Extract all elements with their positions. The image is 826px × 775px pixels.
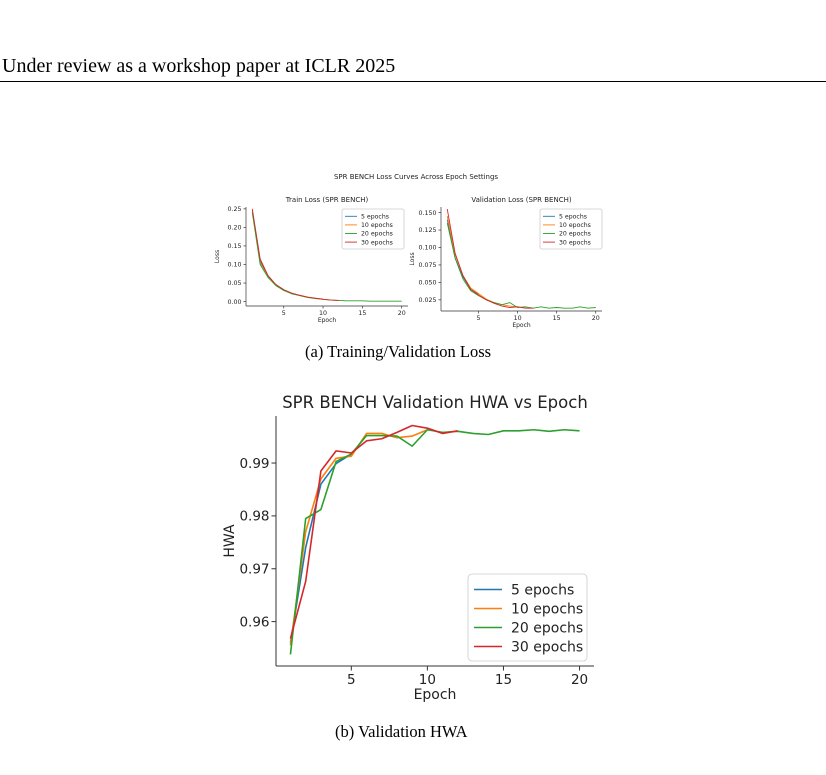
train-loss-legend-label-30-epochs: 30 epochs bbox=[361, 239, 393, 246]
train-loss-x-label: Epoch bbox=[318, 317, 337, 324]
val-loss-x-label: Epoch bbox=[512, 322, 531, 329]
val-loss-y-tick-label: 0.075 bbox=[418, 262, 436, 269]
hwa-y-label: HWA bbox=[222, 524, 238, 558]
hwa-line-5-epochs bbox=[289, 453, 352, 643]
train-loss-x-tick-label: 15 bbox=[358, 310, 366, 317]
val-loss-x-tick-label: 10 bbox=[514, 315, 522, 322]
hwa-y-tick-label: 0.99 bbox=[239, 456, 269, 472]
hwa-legend-box bbox=[467, 573, 588, 662]
hwa-x-label: Epoch bbox=[414, 687, 457, 703]
train-loss-x-tick-label: 10 bbox=[319, 310, 327, 317]
train-loss-y-label: Loss bbox=[214, 250, 221, 263]
train-loss-y-tick-label: 0.05 bbox=[227, 280, 241, 287]
figure-a-loss-curves: SPR BENCH Loss Curves Across Epoch Setti… bbox=[214, 173, 603, 329]
train-loss-y-tick-label: 0.25 bbox=[227, 206, 241, 213]
val-loss-line-30-epochs bbox=[446, 209, 534, 309]
train-loss-title: Train Loss (SPR BENCH) bbox=[285, 196, 369, 204]
train-loss-legend-label-5-epochs: 5 epochs bbox=[361, 213, 389, 220]
hwa-legend-label-30-epochs: 30 epochs bbox=[511, 639, 583, 655]
figure-b-hwa-chart: SPR BENCH Validation HWA vs Epoch 5 10 15 20… bbox=[222, 393, 594, 703]
figure-a-suptitle: SPR BENCH Loss Curves Across Epoch Setti… bbox=[334, 173, 498, 181]
hwa-y-tick-label: 0.98 bbox=[239, 509, 269, 525]
val-loss-y-tick-label: 0.050 bbox=[418, 280, 436, 287]
val-loss-x-tick-label: 20 bbox=[592, 315, 600, 322]
next-line-cutoff bbox=[80, 766, 380, 775]
train-loss-line-10-epochs bbox=[251, 210, 324, 300]
train-loss-legend-label-10-epochs: 10 epochs bbox=[361, 222, 393, 229]
val-loss-legend-box bbox=[539, 208, 603, 250]
val-loss-y-tick-label: 0.150 bbox=[418, 210, 436, 217]
train-loss-line-30-epochs bbox=[251, 208, 339, 301]
train-loss-x-tick-label: 20 bbox=[398, 310, 406, 317]
running-header: Under review as a workshop paper at ICLR… bbox=[2, 55, 396, 77]
hwa-legend-label-20-epochs: 20 epochs bbox=[511, 620, 583, 636]
train-loss-legend-label-20-epochs: 20 epochs bbox=[361, 231, 393, 238]
hwa-x-tick-label: 20 bbox=[571, 672, 588, 688]
figure-a-caption: (a) Training/Validation Loss bbox=[305, 342, 492, 361]
val-loss-legend-label-10-epochs: 10 epochs bbox=[559, 222, 591, 229]
val-loss-line-5-epochs bbox=[446, 219, 479, 295]
train-loss-y-tick-label: 0.00 bbox=[227, 299, 241, 306]
train-loss-legend-box bbox=[341, 208, 405, 250]
header-rule bbox=[0, 81, 826, 82]
val-loss-y-tick-label: 0.100 bbox=[418, 245, 436, 252]
val-loss-y-tick-label: 0.025 bbox=[418, 297, 436, 304]
hwa-x-tick-label: 15 bbox=[495, 672, 512, 688]
hwa-legend-label-10-epochs: 10 epochs bbox=[511, 601, 583, 617]
train-loss-y-tick-label: 0.10 bbox=[227, 262, 241, 269]
hwa-y-tick-label: 0.97 bbox=[239, 561, 269, 577]
hwa-y-tick-label: 0.96 bbox=[239, 614, 269, 630]
val-loss-legend-label-20-epochs: 20 epochs bbox=[559, 231, 591, 238]
val-loss-legend-label-5-epochs: 5 epochs bbox=[559, 213, 587, 220]
val-loss-y-tick-label: 0.125 bbox=[418, 227, 436, 234]
hwa-x-tick-label: 10 bbox=[419, 672, 436, 688]
val-loss-x-tick-label: 5 bbox=[477, 315, 481, 322]
val-loss-title: Validation Loss (SPR BENCH) bbox=[471, 196, 571, 204]
val-loss-y-label: Loss bbox=[409, 252, 416, 265]
hwa-title: SPR BENCH Validation HWA vs Epoch bbox=[282, 393, 588, 412]
train-loss-x-tick-label: 5 bbox=[282, 310, 286, 317]
figure-b-caption: (b) Validation HWA bbox=[335, 722, 468, 741]
hwa-x-tick-label: 5 bbox=[347, 672, 356, 688]
val-loss-legend-label-30-epochs: 30 epochs bbox=[559, 239, 591, 246]
hwa-line-30-epochs bbox=[289, 424, 458, 639]
train-loss-y-tick-label: 0.20 bbox=[227, 225, 241, 232]
hwa-legend-label-5-epochs: 5 epochs bbox=[511, 582, 574, 598]
train-loss-y-tick-label: 0.15 bbox=[227, 243, 241, 250]
val-loss-x-tick-label: 15 bbox=[553, 315, 561, 322]
